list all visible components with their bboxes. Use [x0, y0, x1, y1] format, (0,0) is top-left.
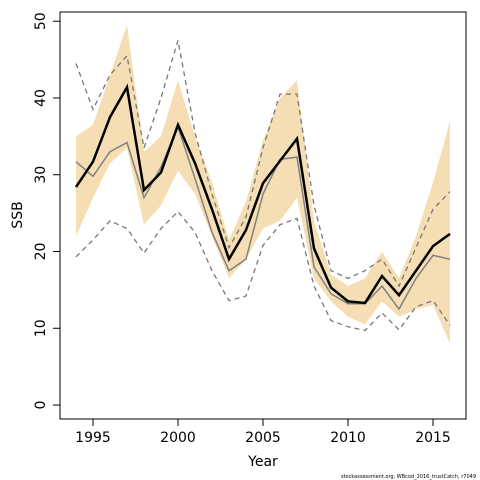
x-axis-label: Year: [247, 454, 278, 470]
y-tick-label: 20: [33, 243, 49, 261]
x-tick-label: 2010: [330, 430, 366, 446]
x-tick-label: 2005: [245, 430, 281, 446]
series-line: [75, 40, 451, 288]
y-axis-label: SSB: [10, 201, 26, 228]
series-line: [75, 210, 451, 332]
x-tick-label: 2000: [160, 430, 196, 446]
y-tick-label: 0: [33, 401, 49, 410]
series-line: [74, 83, 451, 305]
series-line: [75, 125, 451, 311]
x-tick-label: 1995: [75, 430, 111, 446]
footnote: stockassessment.org, WBcod_2016_trustCat…: [341, 474, 476, 480]
x-tick-label: 2015: [415, 430, 451, 446]
y-tick-label: 30: [33, 166, 49, 184]
y-tick-label: 10: [33, 319, 49, 337]
y-tick-label: 40: [33, 89, 49, 107]
y-tick-label: 50: [33, 12, 49, 30]
